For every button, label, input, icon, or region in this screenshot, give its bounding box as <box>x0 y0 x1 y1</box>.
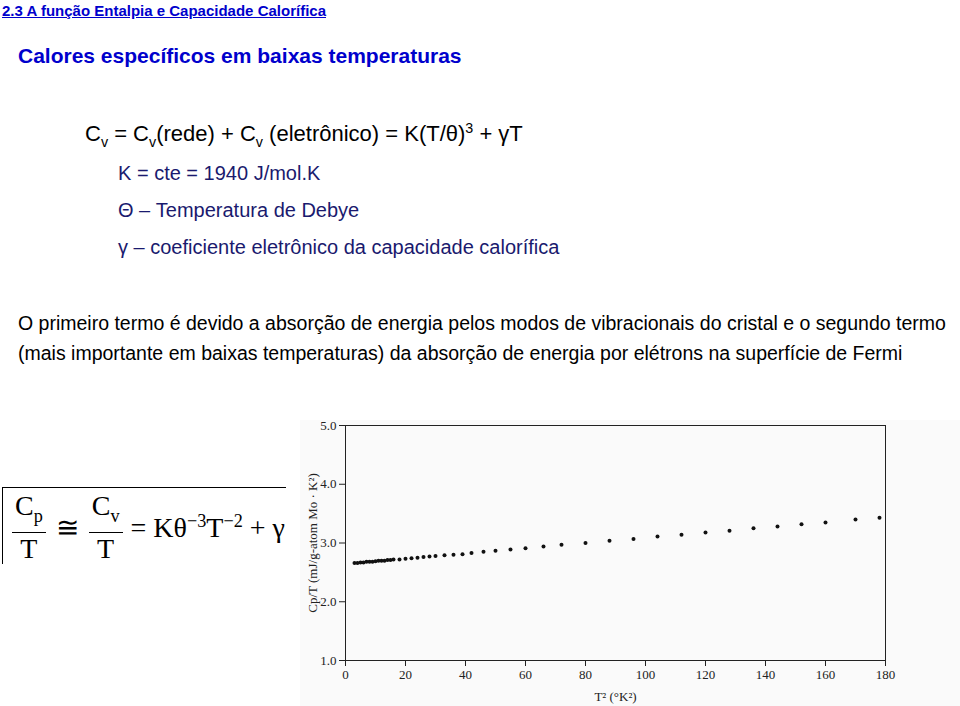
html-text:= Kθ−3T−2+ γ: = Kθ−3T−2+ γ <box>130 510 285 543</box>
html-text:Cv: Cv <box>91 490 120 526</box>
html-text:Cp: Cp <box>15 490 43 526</box>
html-text:T: T <box>20 532 38 564</box>
svg-text:3.0: 3.0 <box>320 535 336 550</box>
html-text:O primeiro termo é devido a ab: O primeiro termo é devido a absorção de … <box>18 312 946 364</box>
svg-text:20: 20 <box>399 667 412 682</box>
html-text:T: T <box>97 532 115 564</box>
html-text:Calores específicos em baixas: Calores específicos em baixas temperatur… <box>18 44 462 67</box>
svg-text:60: 60 <box>519 667 532 682</box>
svg-text:0: 0 <box>342 667 349 682</box>
html-text:2.3 A função Entalpia e Capaci: 2.3 A função Entalpia e Capacidade Calor… <box>2 2 326 19</box>
html-text:Cv= Cv(rede) + Cv(eletrônico): Cv= Cv(rede) + Cv(eletrônico) = K(T/θ)3+… <box>85 120 523 150</box>
svg-text:2.0: 2.0 <box>320 594 336 609</box>
svg-text:120: 120 <box>696 667 716 682</box>
svg-text:T² (°K²): T² (°K²) <box>594 689 636 704</box>
svg-text:Cp/T (mJ/g-atom Mo · K²): Cp/T (mJ/g-atom Mo · K²) <box>305 473 320 612</box>
svg-text:1.0: 1.0 <box>320 653 336 668</box>
svg-text:80: 80 <box>579 667 592 682</box>
svg-text:4.0: 4.0 <box>320 476 336 491</box>
svg-text:160: 160 <box>816 667 836 682</box>
html-text:Θ – Temperatura de Debye: Θ – Temperatura de Debye <box>118 199 360 221</box>
svg-text:100: 100 <box>636 667 656 682</box>
svg-text:180: 180 <box>876 667 896 682</box>
svg-text:5.0: 5.0 <box>320 420 336 433</box>
svg-text:140: 140 <box>756 667 776 682</box>
html-text:K = cte = 1940 J/mol.K: K = cte = 1940 J/mol.K <box>118 162 321 184</box>
svg-text:40: 40 <box>459 667 472 682</box>
html-text:γ – coeficiente eletrônico da: γ – coeficiente eletrônico da capacidade… <box>118 236 560 258</box>
